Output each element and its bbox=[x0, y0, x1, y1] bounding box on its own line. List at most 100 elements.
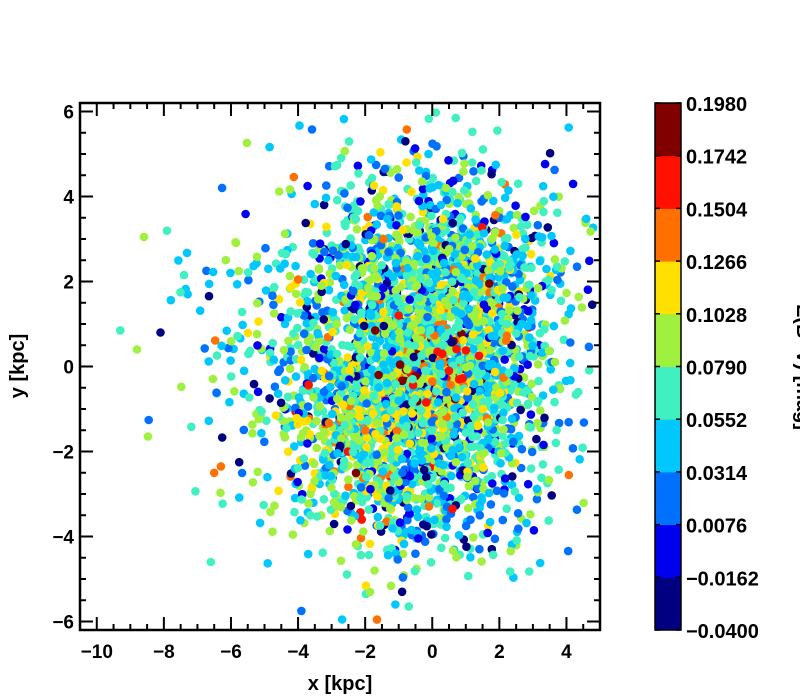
data-point bbox=[483, 190, 493, 200]
data-point bbox=[568, 179, 578, 189]
colorbar-tick-label: 0.1504 bbox=[686, 199, 748, 221]
data-point bbox=[319, 200, 329, 210]
data-point bbox=[366, 311, 376, 321]
data-point bbox=[348, 447, 358, 457]
data-point bbox=[537, 348, 547, 358]
data-point bbox=[304, 499, 313, 508]
data-point bbox=[419, 465, 429, 475]
data-point bbox=[416, 335, 425, 345]
data-point bbox=[451, 323, 461, 332]
x-tick-label: 4 bbox=[561, 642, 572, 663]
data-point bbox=[483, 528, 493, 538]
data-point bbox=[473, 421, 483, 430]
data-point bbox=[286, 307, 296, 316]
data-point bbox=[525, 351, 535, 361]
data-point bbox=[526, 316, 536, 325]
colorbar: 0.1980 0.1742 0.1504 0.1266 0.1028 0.0790 0.05… bbox=[654, 94, 759, 643]
data-point bbox=[422, 366, 431, 376]
data-point bbox=[162, 226, 172, 235]
data-point bbox=[261, 243, 270, 253]
data-point bbox=[488, 309, 497, 318]
data-point bbox=[395, 518, 405, 527]
data-point bbox=[468, 533, 478, 542]
data-point bbox=[253, 341, 262, 350]
y-tick-label: 4 bbox=[63, 188, 74, 209]
data-point bbox=[304, 380, 313, 390]
data-point bbox=[502, 293, 512, 302]
data-point bbox=[407, 525, 416, 535]
data-point bbox=[139, 232, 149, 242]
data-point bbox=[391, 286, 401, 295]
data-point bbox=[453, 198, 462, 208]
data-point bbox=[309, 393, 318, 402]
data-point bbox=[226, 336, 236, 346]
data-point bbox=[352, 270, 361, 279]
data-point bbox=[292, 413, 302, 423]
data-point bbox=[339, 456, 349, 466]
data-point bbox=[290, 507, 299, 517]
data-point bbox=[431, 108, 441, 117]
data-point bbox=[297, 495, 306, 504]
x-tick-label: −10 bbox=[81, 642, 113, 663]
data-point bbox=[253, 387, 263, 397]
data-point bbox=[418, 184, 428, 194]
data-point bbox=[489, 196, 498, 206]
data-point bbox=[166, 295, 176, 305]
data-point bbox=[418, 418, 428, 428]
data-point bbox=[451, 393, 461, 402]
data-point bbox=[333, 449, 342, 458]
data-point bbox=[297, 606, 306, 616]
data-point bbox=[553, 208, 562, 217]
data-point bbox=[554, 465, 563, 475]
data-point bbox=[441, 268, 450, 277]
data-point bbox=[427, 434, 436, 443]
data-point bbox=[143, 432, 153, 441]
colorbar-segment bbox=[655, 103, 681, 157]
data-point bbox=[457, 273, 466, 282]
data-point bbox=[555, 384, 564, 393]
data-point bbox=[383, 214, 392, 224]
data-point bbox=[424, 149, 433, 159]
data-point bbox=[116, 326, 125, 335]
data-point bbox=[490, 534, 500, 544]
data-point bbox=[526, 464, 536, 473]
data-point bbox=[527, 291, 536, 300]
y-tick-label: −4 bbox=[52, 528, 74, 549]
data-point bbox=[310, 364, 320, 374]
data-point bbox=[564, 470, 574, 480]
data-point bbox=[388, 272, 398, 282]
data-point bbox=[360, 426, 370, 435]
data-point bbox=[279, 345, 289, 355]
data-point bbox=[242, 138, 252, 148]
colorbar-segment bbox=[655, 577, 681, 631]
data-point bbox=[452, 344, 461, 354]
data-point bbox=[409, 320, 418, 329]
data-point bbox=[478, 361, 488, 371]
data-point bbox=[436, 306, 445, 315]
data-point bbox=[527, 392, 537, 402]
data-point bbox=[564, 123, 573, 132]
data-point bbox=[545, 148, 555, 158]
data-point bbox=[351, 468, 361, 478]
data-point bbox=[377, 260, 387, 270]
x-axis-title: x [kpc] bbox=[308, 673, 372, 695]
data-point bbox=[523, 400, 532, 410]
data-point bbox=[436, 359, 445, 368]
data-point bbox=[294, 393, 304, 402]
data-point bbox=[409, 352, 419, 362]
data-point bbox=[402, 421, 411, 431]
data-point bbox=[372, 220, 382, 229]
data-point bbox=[303, 336, 313, 346]
data-point bbox=[549, 238, 559, 248]
data-point bbox=[398, 468, 407, 477]
data-point bbox=[419, 520, 428, 529]
data-point bbox=[524, 567, 534, 576]
data-point bbox=[427, 417, 437, 427]
colorbar-tick-label: 0.0552 bbox=[686, 410, 747, 432]
data-point bbox=[317, 366, 327, 376]
data-point bbox=[444, 244, 454, 254]
data-point bbox=[414, 534, 423, 543]
data-point bbox=[373, 457, 383, 466]
data-point bbox=[356, 533, 366, 543]
data-point bbox=[187, 422, 196, 432]
